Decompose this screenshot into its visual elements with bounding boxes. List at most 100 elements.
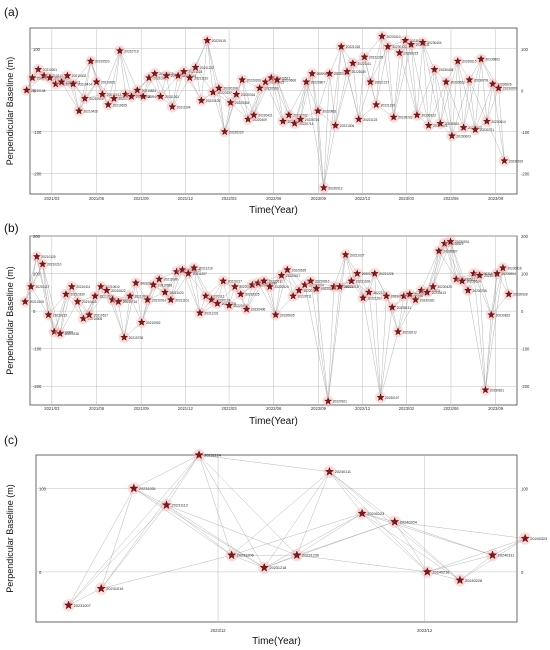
acquisition-date-label: 20210414: [78, 83, 92, 87]
interferogram-pair-line: [84, 61, 91, 99]
x-tick-label: 2023/09: [488, 196, 504, 201]
acquisition-date-label: 20230916: [508, 266, 522, 270]
interferogram-pair-line: [275, 275, 282, 315]
acquisition-star: [104, 100, 113, 109]
acquisition-date-label: 20210402: [72, 74, 86, 78]
acquisition-star: [430, 65, 439, 73]
interferogram-pair-line: [212, 92, 231, 103]
interferogram-pair-line: [451, 79, 470, 136]
interferogram-pair-line: [376, 36, 383, 105]
interferogram-pair-line: [54, 294, 67, 332]
interferogram-pair-line: [43, 75, 56, 85]
acquisition-star: [477, 54, 486, 63]
acquisition-star: [102, 286, 111, 294]
acquisition-date-label: 20220527: [276, 76, 290, 80]
panel-a: (a) -200 -200 -100 -100 0 0 100 100 2021/03 2021/0…: [4, 5, 530, 216]
interferogram-pair-line: [457, 61, 476, 130]
acquisition-date-label: 20230107: [385, 396, 399, 400]
acquisition-star: [395, 48, 404, 57]
x-tick-label: 2022/12: [355, 406, 371, 411]
acquisition-date-label: 20220127: [218, 91, 232, 95]
interferogram-pair-line: [415, 286, 434, 300]
interferogram-pair-line: [207, 40, 220, 89]
acquisition-star: [184, 269, 193, 277]
interferogram-pair-line: [135, 282, 142, 323]
interferogram-pair-line: [59, 286, 72, 334]
interferogram-pair-line: [30, 264, 43, 287]
interferogram-pair-line: [68, 454, 200, 606]
acquisition-star: [114, 297, 123, 306]
y-tick-label-right: -200: [521, 171, 530, 176]
x-tick-label: 2021/09: [134, 196, 150, 201]
acquisition-date-label: 20220217: [228, 280, 242, 284]
acquisition-star: [337, 42, 346, 51]
y-tick-label-right: 0: [521, 570, 524, 575]
acquisition-star: [51, 79, 60, 88]
acquisition-star: [255, 84, 264, 92]
y-tick-label-right: 0: [521, 88, 524, 93]
acquisition-date-label: 20220828: [321, 287, 335, 291]
interferogram-pair-line: [327, 286, 335, 402]
acquisition-star: [324, 397, 333, 405]
interferogram-pair-line: [271, 77, 284, 122]
interferogram-pair-line: [247, 81, 266, 120]
interferogram-pair-line: [327, 286, 340, 402]
interferogram-pair-line: [428, 69, 435, 126]
acquisition-star: [166, 295, 175, 304]
acquisition-star: [67, 282, 76, 291]
interferogram-pair-line: [271, 77, 289, 116]
acquisition-date-label: 20230624: [467, 280, 481, 284]
acquisition-star: [108, 295, 117, 304]
acquisition-star: [319, 183, 328, 192]
acquisition-star: [390, 517, 400, 526]
interferogram-pair-line: [362, 513, 395, 522]
interferogram-pair-line: [304, 284, 329, 402]
acquisition-date-label: 20230416: [433, 124, 447, 128]
interferogram-pair-line: [376, 46, 389, 105]
interferogram-pair-line: [269, 286, 276, 315]
acquisition-date-label: 20210108: [31, 89, 45, 93]
acquisition-star: [174, 71, 183, 80]
acquisition-date-label: 20210728: [129, 336, 143, 340]
interferogram-pair-line: [234, 284, 253, 287]
acquisition-date-label: 20220316: [241, 93, 255, 97]
acquisition-star: [91, 291, 100, 300]
acquisition-date-label: 20221030: [352, 70, 366, 74]
x-axis-title: Time(Year): [249, 416, 298, 427]
acquisition-star: [197, 96, 206, 105]
interferogram-pair-line: [392, 307, 399, 332]
y-tick-label-right: 100: [521, 47, 529, 52]
interferogram-pair-line: [380, 331, 399, 398]
interferogram-pair-line: [457, 61, 470, 80]
acquisition-date-label: 20230119: [391, 295, 405, 299]
interferogram-pair-line: [207, 40, 225, 132]
acquisition-date-label: 20210105: [30, 300, 44, 304]
interferogram-pair-line: [486, 88, 499, 122]
interferogram-pair-line: [24, 256, 37, 302]
interferogram-pair-line: [199, 296, 206, 314]
interferogram-pair-line: [485, 314, 492, 390]
acquisition-star: [475, 271, 484, 279]
acquisition-date-label: 20210318: [65, 332, 79, 336]
interferogram-pair-line: [300, 73, 313, 120]
acquisition-date-label: 20220714: [299, 122, 313, 126]
acquisition-date-label: 20220409: [253, 118, 267, 122]
interferogram-pair-line: [438, 250, 457, 280]
acquisition-date-label: 20230928: [513, 293, 527, 297]
acquisition-date-label: 20210716: [123, 300, 137, 304]
acquisition-star: [44, 310, 53, 319]
acquisition-date-label: 20221217: [375, 80, 389, 84]
acquisition-date-label: 20210625: [113, 103, 127, 107]
acquisition-date-label: 20221202: [368, 296, 382, 300]
acquisition-star: [207, 295, 216, 304]
interferogram-pair-line: [317, 110, 336, 126]
x-tick-label: 2023/03: [399, 406, 415, 411]
interferogram-pair-line: [479, 275, 492, 315]
acquisition-date-label: 20210201: [43, 68, 57, 72]
acquisition-star: [265, 282, 274, 291]
interferogram-pair-line: [148, 77, 161, 97]
interferogram-pair-line: [178, 67, 196, 76]
acquisition-star: [214, 84, 223, 92]
acquisition-date-label: 20211125: [187, 268, 201, 272]
acquisition-star: [168, 102, 177, 111]
